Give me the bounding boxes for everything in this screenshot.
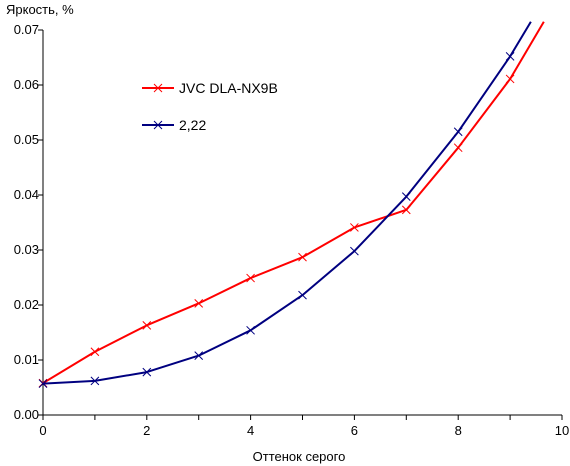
y-tick-label: 0.07 xyxy=(14,22,39,37)
data-point xyxy=(350,223,359,232)
data-point xyxy=(194,351,204,360)
marker-stroke xyxy=(350,223,359,232)
data-point xyxy=(246,273,255,283)
y-tick-label: 0.03 xyxy=(14,242,39,257)
marker-stroke xyxy=(401,192,411,202)
marker-stroke xyxy=(298,290,307,300)
x-tick-label: 0 xyxy=(39,423,46,438)
y-tick-label: 0.02 xyxy=(14,297,39,312)
data-point xyxy=(90,347,100,357)
x-tick-label: 10 xyxy=(555,423,569,438)
marker-stroke xyxy=(350,246,359,256)
marker-stroke xyxy=(246,273,255,283)
data-point xyxy=(401,192,411,202)
legend-item-2: 2,22 xyxy=(142,117,206,133)
axes: 0.00 0.01 0.02 0.03 0.04 0.05 0.06 0.07 0 2 4 6 8 10 xyxy=(14,22,570,438)
data-point xyxy=(194,298,204,308)
legend-item-1: JVC DLA-NX9B xyxy=(142,80,278,96)
series-layer xyxy=(38,21,545,389)
data-point xyxy=(505,52,515,61)
marker-stroke xyxy=(90,376,100,386)
data-point xyxy=(246,325,255,335)
data-point xyxy=(453,127,463,137)
marker-stroke xyxy=(194,298,204,308)
marker-stroke xyxy=(401,205,411,215)
data-point xyxy=(298,290,307,300)
series-line xyxy=(42,21,545,384)
legend-label: 2,22 xyxy=(179,117,206,133)
data-point xyxy=(298,252,307,262)
series-2 xyxy=(38,21,532,389)
x-axis-title: Оттенок серого xyxy=(253,449,346,464)
marker-stroke xyxy=(90,347,100,357)
legend: JVC DLA-NX9B 2,22 xyxy=(142,80,278,133)
legend-label: JVC DLA-NX9B xyxy=(179,80,278,96)
legend-marker-stroke xyxy=(153,120,163,130)
marker-stroke xyxy=(142,320,152,330)
data-point xyxy=(90,376,100,386)
y-tick-label: 0.00 xyxy=(14,407,39,422)
x-tick-label: 4 xyxy=(247,423,254,438)
marker-stroke xyxy=(453,127,463,137)
legend-marker-stroke xyxy=(153,83,163,93)
marker-stroke xyxy=(194,351,204,360)
x-tick-label: 8 xyxy=(455,423,462,438)
data-point xyxy=(142,367,152,377)
marker-stroke xyxy=(142,367,152,377)
marker-stroke xyxy=(246,325,255,335)
x-tick-label: 2 xyxy=(143,423,150,438)
marker-stroke xyxy=(505,52,515,61)
marker-stroke xyxy=(38,379,48,389)
y-axis-title: Яркость, % xyxy=(6,2,74,17)
y-tick-label: 0.06 xyxy=(14,77,39,92)
x-tick-label: 6 xyxy=(351,423,358,438)
data-point xyxy=(142,320,152,330)
data-point xyxy=(38,379,48,389)
data-point xyxy=(401,205,411,215)
marker-stroke xyxy=(505,74,515,84)
y-tick-label: 0.01 xyxy=(14,352,39,367)
marker-stroke xyxy=(298,252,307,262)
y-tick-label: 0.05 xyxy=(14,132,39,147)
series-line xyxy=(42,21,532,385)
data-point xyxy=(453,143,463,153)
series-1 xyxy=(38,21,545,388)
data-point xyxy=(505,74,515,84)
data-point xyxy=(350,246,359,256)
y-tick-label: 0.04 xyxy=(14,187,39,202)
marker-stroke xyxy=(453,143,463,153)
